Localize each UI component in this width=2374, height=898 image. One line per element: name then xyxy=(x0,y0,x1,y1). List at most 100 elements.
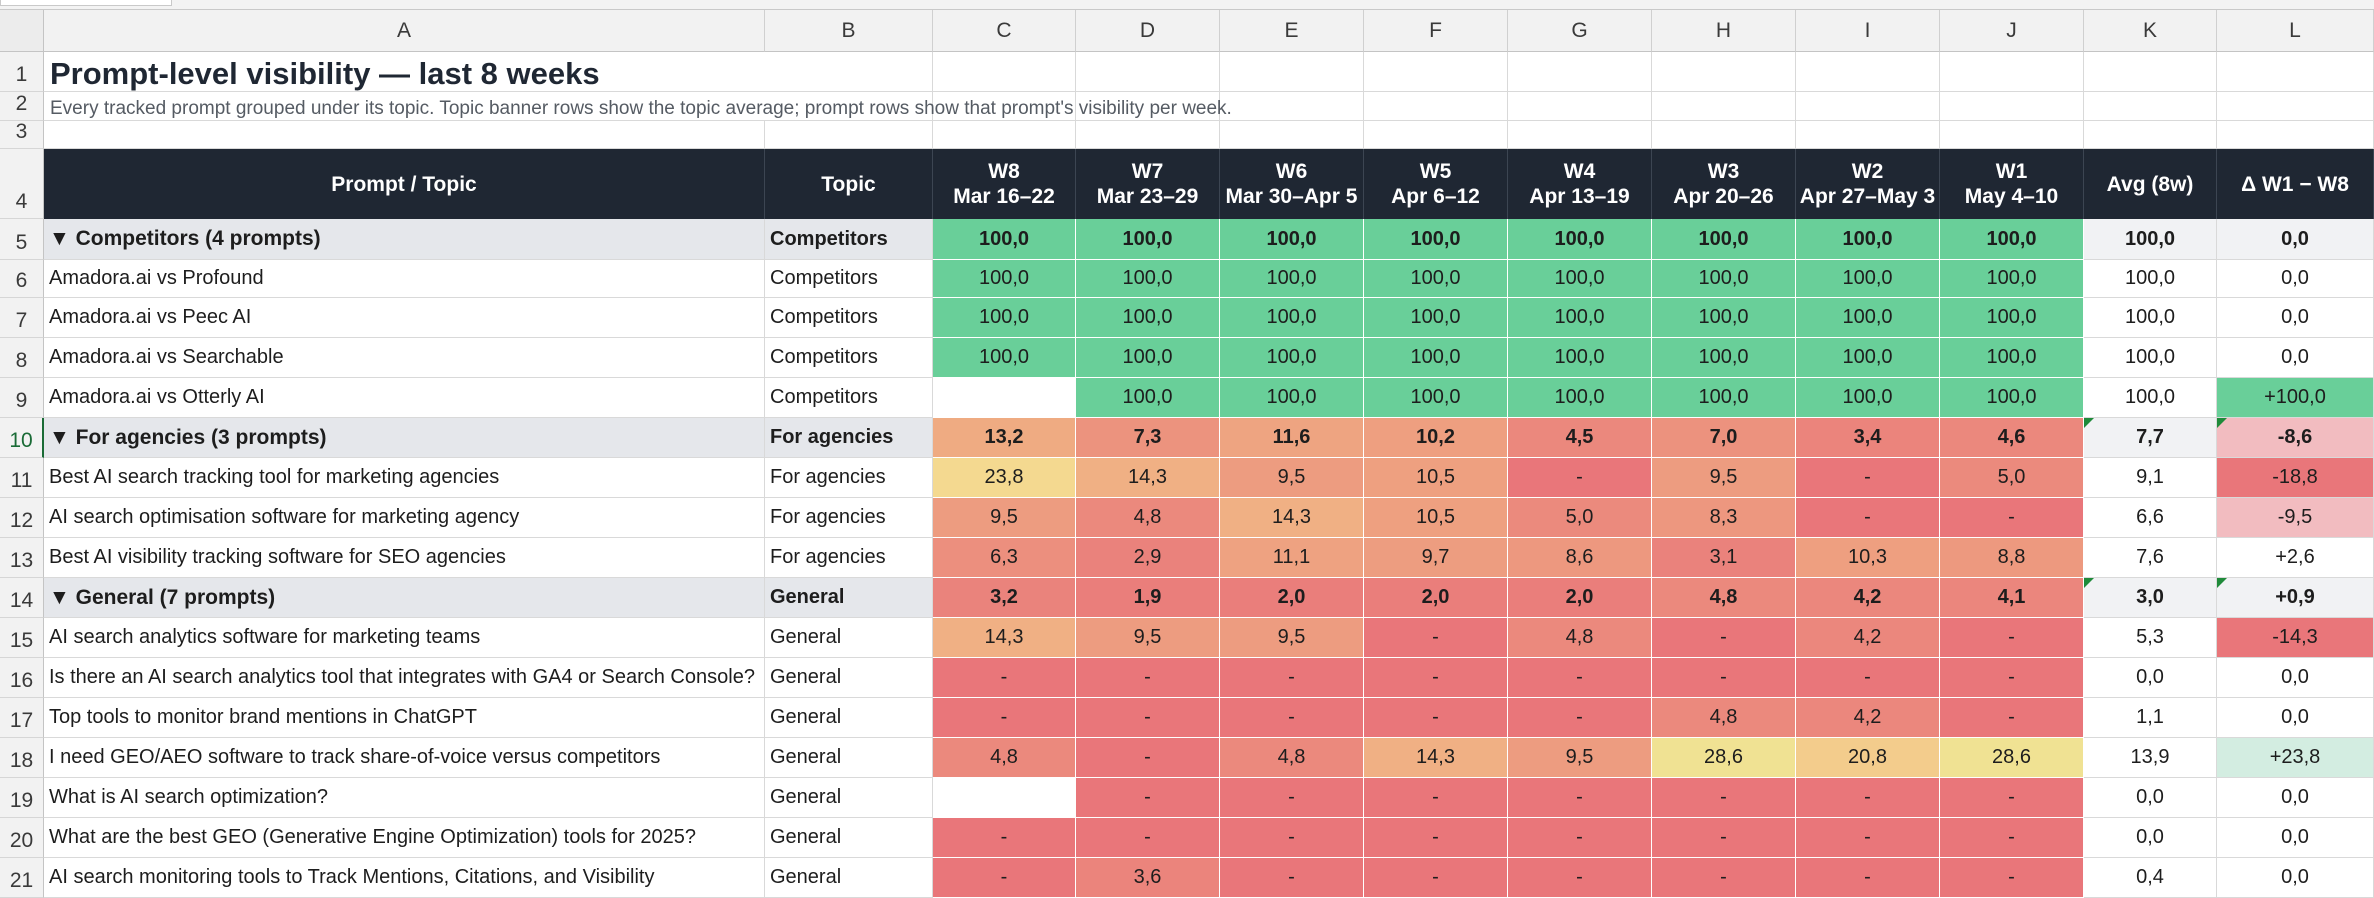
week-value-cell[interactable]: - xyxy=(1220,698,1364,738)
avg-cell[interactable]: 13,9 xyxy=(2084,738,2217,778)
topic-cell[interactable]: For agencies xyxy=(765,418,933,458)
week-value-cell[interactable]: - xyxy=(1796,498,1940,538)
week-value-cell[interactable]: - xyxy=(1364,698,1508,738)
prompt-label[interactable]: Amadora.ai vs Searchable xyxy=(44,338,765,378)
avg-cell[interactable]: 0,0 xyxy=(2084,818,2217,858)
week-value-cell[interactable]: 14,3 xyxy=(1220,498,1364,538)
week-value-cell[interactable]: - xyxy=(1508,818,1652,858)
header-week-w3[interactable]: W3 Apr 20–26 xyxy=(1652,149,1796,219)
row-header-12[interactable]: 12 xyxy=(0,498,44,538)
grid-cell[interactable] xyxy=(933,92,1076,121)
week-value-cell[interactable]: 14,3 xyxy=(1076,458,1220,498)
topic-cell[interactable]: For agencies xyxy=(765,538,933,578)
topic-cell[interactable]: General xyxy=(765,818,933,858)
week-value-cell[interactable]: 100,0 xyxy=(1652,219,1796,260)
week-value-cell[interactable]: - xyxy=(1796,658,1940,698)
week-value-cell[interactable]: 14,3 xyxy=(1364,738,1508,778)
sheet-tab[interactable] xyxy=(0,0,172,6)
week-value-cell[interactable]: 100,0 xyxy=(1796,260,1940,298)
week-value-cell[interactable]: 100,0 xyxy=(1220,378,1364,418)
week-value-cell[interactable]: - xyxy=(1364,658,1508,698)
week-value-cell[interactable]: 100,0 xyxy=(1796,378,1940,418)
row-header-6[interactable]: 6 xyxy=(0,260,44,298)
topic-cell[interactable]: For agencies xyxy=(765,498,933,538)
delta-cell[interactable]: 0,0 xyxy=(2217,858,2374,898)
week-value-cell[interactable]: 9,5 xyxy=(933,498,1076,538)
delta-cell[interactable]: -8,6 xyxy=(2217,418,2374,458)
topic-banner-label[interactable]: ▼ For agencies (3 prompts) xyxy=(44,418,765,458)
prompt-label[interactable]: Amadora.ai vs Otterly AI xyxy=(44,378,765,418)
week-value-cell[interactable]: 100,0 xyxy=(1508,260,1652,298)
grid-cell[interactable] xyxy=(2084,121,2217,149)
week-value-cell[interactable]: - xyxy=(1652,858,1796,898)
week-value-cell[interactable]: - xyxy=(1940,498,2084,538)
delta-cell[interactable]: +23,8 xyxy=(2217,738,2374,778)
week-value-cell[interactable]: 9,5 xyxy=(1220,618,1364,658)
grid-cell[interactable] xyxy=(1364,92,1508,121)
header-week-w4[interactable]: W4 Apr 13–19 xyxy=(1508,149,1652,219)
week-value-cell[interactable]: 100,0 xyxy=(933,260,1076,298)
week-value-cell[interactable]: 10,5 xyxy=(1364,498,1508,538)
grid-cell[interactable] xyxy=(1076,121,1220,149)
column-header-i[interactable]: I xyxy=(1796,10,1940,52)
grid-cell[interactable] xyxy=(2217,121,2374,149)
week-value-cell[interactable]: 4,2 xyxy=(1796,578,1940,618)
week-value-cell[interactable]: 100,0 xyxy=(1220,338,1364,378)
week-value-cell[interactable]: - xyxy=(1220,818,1364,858)
avg-cell[interactable]: 3,0 xyxy=(2084,578,2217,618)
week-value-cell[interactable]: 100,0 xyxy=(1076,260,1220,298)
delta-cell[interactable]: 0,0 xyxy=(2217,338,2374,378)
topic-cell[interactable]: Competitors xyxy=(765,260,933,298)
column-header-a[interactable]: A xyxy=(44,10,765,52)
column-header-b[interactable]: B xyxy=(765,10,933,52)
row-header-7[interactable]: 7 xyxy=(0,298,44,338)
week-value-cell[interactable]: 10,2 xyxy=(1364,418,1508,458)
row-header-15[interactable]: 15 xyxy=(0,618,44,658)
week-value-cell[interactable]: 4,8 xyxy=(933,738,1076,778)
avg-cell[interactable]: 9,1 xyxy=(2084,458,2217,498)
week-value-cell[interactable]: - xyxy=(1076,818,1220,858)
week-value-cell[interactable]: 9,5 xyxy=(1076,618,1220,658)
week-value-cell[interactable]: - xyxy=(1220,658,1364,698)
grid-cell[interactable] xyxy=(1652,121,1796,149)
week-value-cell[interactable]: 100,0 xyxy=(1220,298,1364,338)
delta-cell[interactable]: 0,0 xyxy=(2217,818,2374,858)
week-value-cell[interactable]: 3,1 xyxy=(1652,538,1796,578)
row-header-19[interactable]: 19 xyxy=(0,778,44,818)
prompt-label[interactable]: AI search monitoring tools to Track Ment… xyxy=(44,858,765,898)
row-header-8[interactable]: 8 xyxy=(0,338,44,378)
row-header-2[interactable]: 2 xyxy=(0,92,44,121)
week-value-cell[interactable]: 4,8 xyxy=(1076,498,1220,538)
grid-cell[interactable] xyxy=(2217,52,2374,92)
topic-cell[interactable]: General xyxy=(765,738,933,778)
avg-cell[interactable]: 7,7 xyxy=(2084,418,2217,458)
grid-cell[interactable] xyxy=(765,121,933,149)
week-value-cell[interactable]: 5,0 xyxy=(1940,458,2084,498)
header-prompt-topic[interactable]: Prompt / Topic xyxy=(44,149,765,219)
week-value-cell[interactable]: 9,5 xyxy=(1220,458,1364,498)
week-value-cell[interactable]: 100,0 xyxy=(1652,298,1796,338)
row-header-5[interactable]: 5 xyxy=(0,219,44,260)
week-value-cell[interactable]: 100,0 xyxy=(1508,378,1652,418)
topic-cell[interactable]: General xyxy=(765,698,933,738)
week-value-cell[interactable]: 4,8 xyxy=(1508,618,1652,658)
delta-cell[interactable]: -14,3 xyxy=(2217,618,2374,658)
week-value-cell[interactable]: 8,8 xyxy=(1940,538,2084,578)
header-delta[interactable]: Δ W1 − W8 xyxy=(2217,149,2374,219)
week-value-cell[interactable]: - xyxy=(1940,818,2084,858)
week-value-cell[interactable]: 8,6 xyxy=(1508,538,1652,578)
week-value-cell[interactable]: - xyxy=(1940,858,2084,898)
week-value-cell[interactable]: 100,0 xyxy=(1364,338,1508,378)
grid-cell[interactable] xyxy=(1220,52,1364,92)
week-value-cell[interactable]: 100,0 xyxy=(1364,298,1508,338)
week-value-cell[interactable]: - xyxy=(1652,818,1796,858)
topic-cell[interactable]: Competitors xyxy=(765,338,933,378)
week-value-cell[interactable]: - xyxy=(1364,818,1508,858)
prompt-label[interactable]: What are the best GEO (Generative Engine… xyxy=(44,818,765,858)
week-value-cell[interactable]: 100,0 xyxy=(1076,378,1220,418)
week-value-cell[interactable]: 28,6 xyxy=(1940,738,2084,778)
week-value-cell[interactable]: 14,3 xyxy=(933,618,1076,658)
week-value-cell[interactable]: - xyxy=(1364,858,1508,898)
week-value-cell[interactable]: - xyxy=(1652,618,1796,658)
week-value-cell[interactable]: 100,0 xyxy=(933,298,1076,338)
